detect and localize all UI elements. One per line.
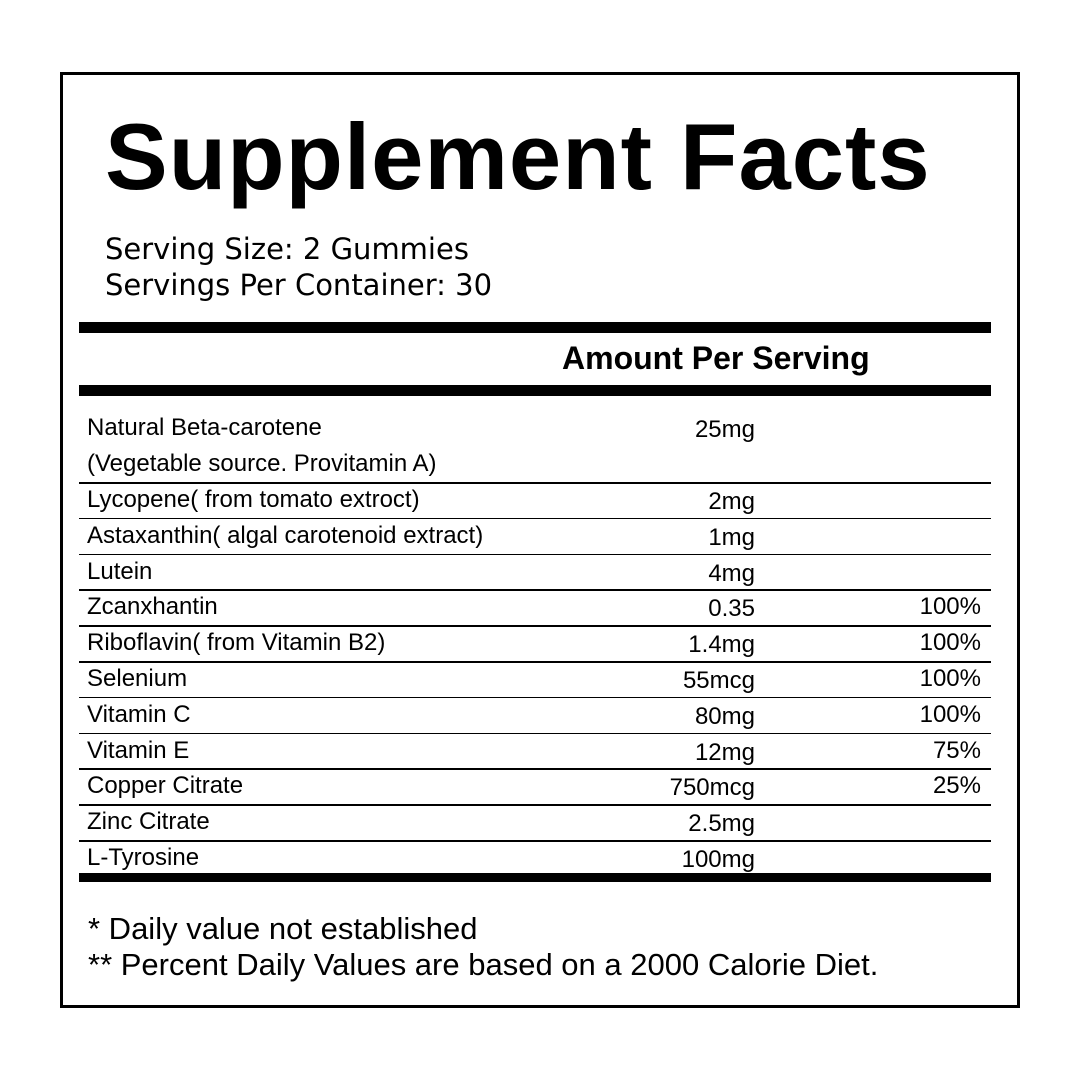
row-divider xyxy=(79,696,991,699)
row-divider xyxy=(79,517,991,520)
amount: 2mg xyxy=(708,488,755,515)
row-divider xyxy=(79,553,991,556)
row-divider xyxy=(79,804,991,806)
amount: 750mcg xyxy=(669,774,755,802)
amount: 1mg xyxy=(708,523,755,551)
amount: 1.4mg xyxy=(688,631,755,659)
footnote: ** Percent Daily Values are based on a 2… xyxy=(88,947,879,982)
daily-value: 100% xyxy=(919,629,981,657)
ingredient-name: Zcanxhantin xyxy=(87,593,218,621)
ingredient-name: L-Tyrosine xyxy=(87,844,200,871)
footnote: * Daily value not established xyxy=(88,911,478,946)
ingredient-name: Astaxanthin( algal carotenoid extract) xyxy=(87,521,484,549)
amount: 100mg xyxy=(681,846,755,873)
ingredient-name: Selenium xyxy=(87,665,188,692)
amount: 25mg xyxy=(694,416,755,443)
ingredient-name: Lutein xyxy=(87,557,153,585)
daily-value: 25% xyxy=(932,772,981,800)
ingredient-note: (Vegetable source. Provitamin A) xyxy=(87,450,437,477)
amount: 55mcg xyxy=(682,667,755,694)
ingredient-name: Lycopene( from tomato extroct) xyxy=(87,486,420,513)
daily-value: 75% xyxy=(932,736,981,764)
daily-value: 100% xyxy=(919,665,981,692)
ingredient-name: Vitamin C xyxy=(87,700,191,728)
row-divider xyxy=(79,661,991,663)
divider xyxy=(79,385,991,396)
ingredient-name: Zinc Citrate xyxy=(87,808,210,836)
column-header: Amount Per Serving xyxy=(562,340,870,376)
servings-per-container: Servings Per Container: 30 xyxy=(105,268,493,302)
ingredient-name: Vitamin E xyxy=(87,736,190,764)
amount: 80mg xyxy=(694,702,755,730)
ingredient-name: Copper Citrate xyxy=(87,772,244,800)
row-divider xyxy=(79,732,991,735)
amount: 2.5mg xyxy=(688,810,755,838)
divider xyxy=(79,322,991,333)
daily-value: 100% xyxy=(919,593,981,621)
daily-value: 100% xyxy=(919,700,981,728)
row-divider xyxy=(79,768,991,770)
row-divider xyxy=(79,840,991,842)
title: Supplement Facts xyxy=(105,104,931,209)
row-divider xyxy=(79,482,991,484)
amount: 0.35 xyxy=(708,595,755,623)
divider xyxy=(79,873,991,882)
serving-size: Serving Size: 2 Gummies xyxy=(105,232,469,266)
amount: 4mg xyxy=(708,559,755,587)
amount: 12mg xyxy=(694,738,755,766)
ingredient-name: Natural Beta-carotene xyxy=(87,414,322,441)
row-divider xyxy=(79,625,991,627)
row-divider xyxy=(79,589,991,591)
label-border xyxy=(60,72,1020,1008)
ingredient-name: Riboflavin( from Vitamin B2) xyxy=(87,629,386,657)
